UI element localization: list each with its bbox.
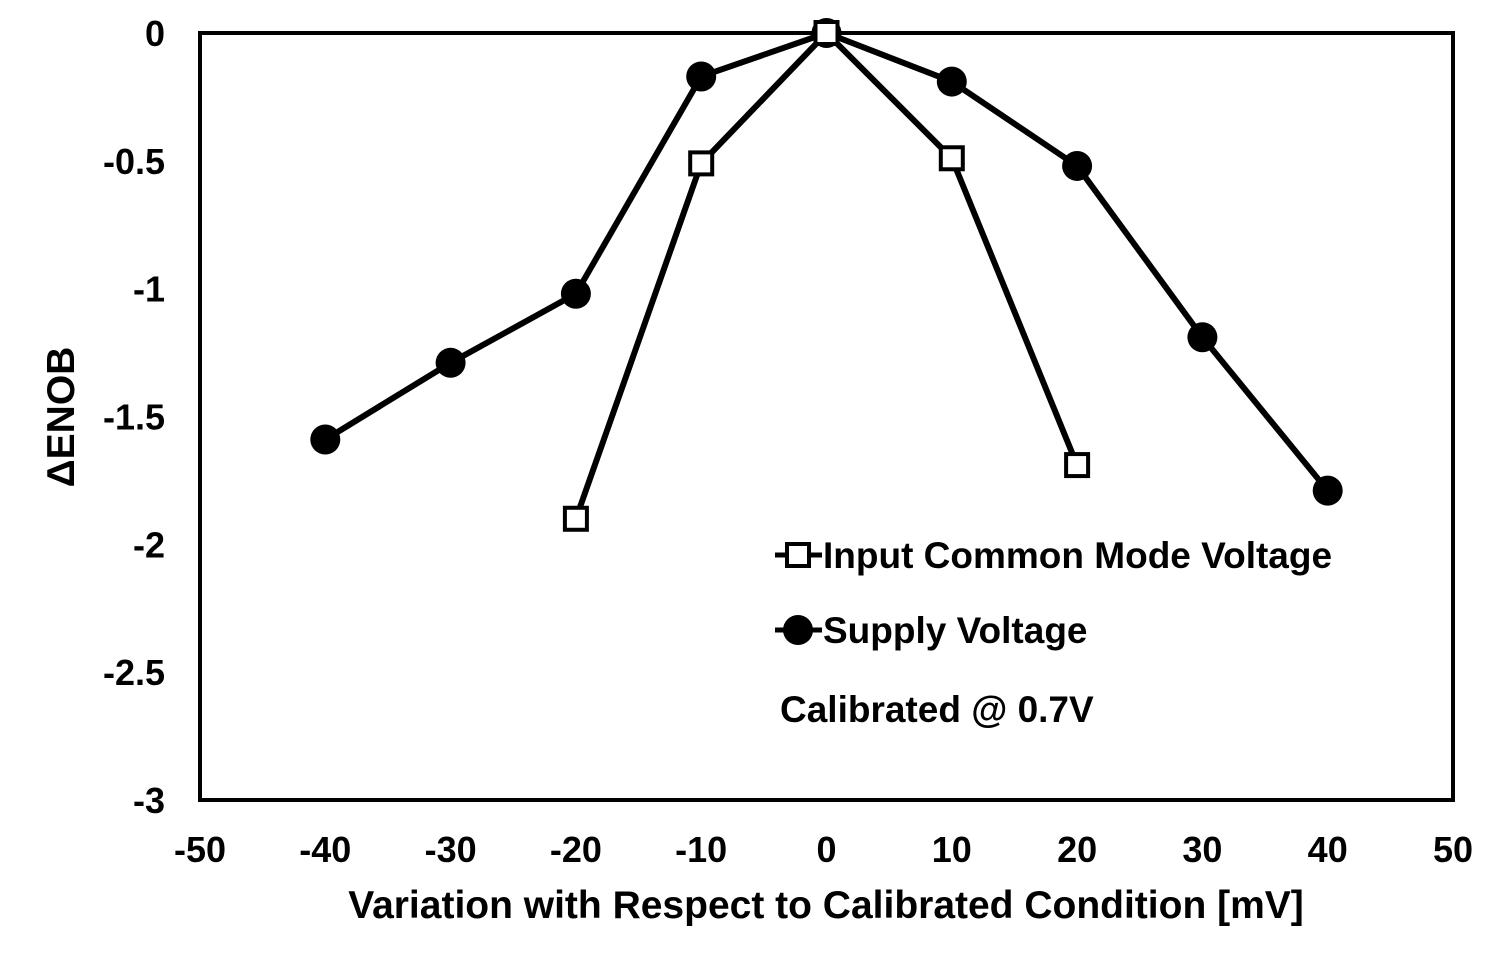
data-point-supply-voltage: [310, 424, 341, 455]
legend-label-supply-voltage: Supply Voltage: [823, 610, 1088, 651]
x-tick-label: 10: [932, 829, 972, 870]
x-tick-label: -40: [299, 829, 351, 870]
x-tick-label: 30: [1182, 829, 1222, 870]
x-tick-label: 0: [816, 829, 836, 870]
legend-marker-circle: [783, 615, 813, 645]
y-axis-ticks: 0 -0.5 -1 -1.5 -2 -2.5 -3: [103, 13, 165, 821]
y-tick-label: -0.5: [103, 141, 165, 182]
y-tick-label: -2: [133, 524, 165, 565]
plot-area: [198, 31, 1455, 802]
data-point-supply-voltage: [1312, 475, 1343, 506]
data-point-input-common-mode: [688, 150, 715, 177]
data-point-supply-voltage: [686, 61, 717, 92]
legend-item-input-common-mode: Input Common Mode Voltage: [775, 535, 1332, 576]
data-point-input-common-mode: [813, 20, 840, 46]
calibration-annotation: Calibrated @ 0.7V: [780, 689, 1094, 730]
data-point-input-common-mode: [1064, 452, 1091, 479]
y-tick-label: 0: [145, 13, 165, 54]
x-axis-label: Variation with Respect to Calibrated Con…: [348, 884, 1304, 927]
data-point-supply-voltage: [560, 278, 591, 309]
data-point-input-common-mode: [562, 505, 589, 532]
legend-marker-square: [785, 542, 811, 568]
y-tick-label: -1.5: [103, 397, 165, 438]
x-tick-label: 50: [1433, 829, 1473, 870]
x-tick-label: 20: [1057, 829, 1097, 870]
data-point-supply-voltage: [1062, 150, 1093, 181]
legend-label-input-common-mode: Input Common Mode Voltage: [823, 535, 1332, 576]
x-tick-label: 40: [1308, 829, 1348, 870]
x-axis-ticks: -50 -40 -30 -20 -10 0 10 20 30 40 50: [174, 829, 1473, 870]
x-tick-label: -30: [425, 829, 477, 870]
y-tick-label: -2.5: [103, 652, 165, 693]
y-axis-label: ΔENOB: [40, 347, 83, 488]
data-point-supply-voltage: [1187, 322, 1218, 353]
data-point-supply-voltage: [435, 347, 466, 378]
legend: Input Common Mode Voltage Supply Voltage: [775, 535, 1332, 651]
x-tick-label: -50: [174, 829, 226, 870]
y-tick-label: -1: [133, 269, 165, 310]
series-layer: [310, 18, 1343, 532]
x-tick-label: -20: [550, 829, 602, 870]
y-tick-label: -3: [133, 780, 165, 821]
x-tick-label: -10: [675, 829, 727, 870]
legend-item-supply-voltage: Supply Voltage: [775, 610, 1088, 651]
data-point-supply-voltage: [936, 66, 967, 97]
data-point-input-common-mode: [938, 145, 965, 172]
